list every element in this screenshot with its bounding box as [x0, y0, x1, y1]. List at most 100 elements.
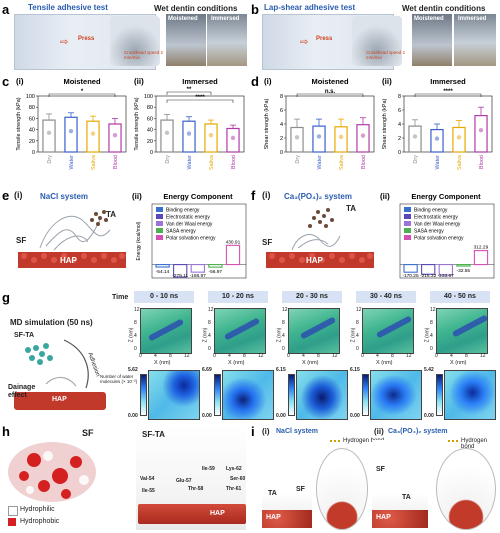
energy-bar — [421, 264, 436, 275]
x-tick-label: 8 — [243, 353, 246, 359]
ta-molecule — [308, 208, 334, 228]
x-tick-label: Saliva — [209, 154, 215, 170]
energy-value-label: 430.91 — [226, 239, 241, 245]
energy-value-label: -279.11 — [172, 273, 188, 279]
y-tick-label: 12 — [208, 307, 214, 313]
panel-f-sf: SF — [262, 238, 273, 247]
bar-dry — [42, 119, 56, 153]
time-window-5-label: 40 - 50 ns — [444, 293, 476, 300]
time-window-4: 30 - 40 ns — [356, 291, 416, 303]
residue-8: Thr-58 — [188, 486, 204, 492]
panel-g-schematic — [14, 339, 106, 410]
bar-blood — [356, 124, 370, 153]
y-tick-label: 60 — [29, 116, 35, 122]
sf-ta-cluster — [25, 343, 53, 365]
x-tick-label: 8 — [391, 353, 394, 359]
residue-1: Ile-59 — [202, 466, 215, 472]
time-window-2: 10 - 20 ns — [208, 291, 268, 303]
significance-label: **** — [443, 89, 453, 95]
bar-icon — [164, 130, 170, 136]
bar-water — [312, 125, 326, 153]
bar-water — [64, 116, 78, 153]
panel-label-g: g — [2, 290, 10, 305]
energy-bar — [403, 264, 418, 273]
y-axis-label: Z (nm) — [350, 327, 357, 343]
panel-b-moistened: Moistened — [414, 16, 444, 22]
energy-bar — [473, 250, 489, 266]
panel-f-hap: HAP — [306, 256, 323, 265]
bar-icon — [68, 128, 74, 134]
x-tick-label: 4 — [154, 353, 157, 359]
y-tick-label: 0 — [280, 150, 283, 156]
legend-swatch — [156, 235, 163, 240]
panel-i-left-hap-label: HAP — [266, 514, 281, 521]
panel-i-right-hap — [372, 510, 428, 528]
panel-i-left-sf: SF — [296, 486, 305, 493]
chart-c-ii: (ii) Immersed 0 20 40 60 80 100 Tensile strength… — [134, 77, 245, 170]
y-tick-label: 0 — [134, 346, 137, 352]
panel-f-ta: TA — [346, 204, 357, 213]
x-axis-label: X (nm) — [450, 360, 467, 366]
significance-bracket — [296, 93, 364, 97]
legend-label: Polar solvation energy — [414, 236, 464, 242]
energy-bar — [173, 264, 188, 278]
y-tick-label: 4 — [430, 333, 433, 339]
energy-value-label: 312.29 — [474, 245, 489, 251]
significance-bracket — [414, 93, 482, 97]
panel-a-wet: Wet dentin conditions — [154, 4, 238, 13]
colorbar-2 — [214, 374, 221, 416]
hap-slab — [14, 392, 106, 410]
panel-b-instrument — [352, 16, 402, 66]
y-tick-label: 20 — [29, 139, 35, 145]
time-window-3-label: 20 - 30 ns — [296, 293, 328, 300]
x-tick-label: Dry — [47, 155, 53, 164]
panel-a-imm-photo — [207, 14, 247, 66]
bar-blood — [108, 123, 122, 153]
bar-icon — [230, 135, 236, 141]
panel-b-title: Lap-shear adhesive test — [264, 3, 356, 12]
roman-label: (ii) — [382, 77, 392, 86]
time-window-5: 40 - 50 ns — [430, 291, 490, 303]
bar-saliva — [204, 123, 218, 153]
bar-icon — [360, 133, 366, 138]
panel-i-right-sf: SF — [376, 466, 385, 473]
bar-dry — [290, 126, 304, 153]
bar-water — [182, 120, 196, 153]
plot-frame — [155, 95, 245, 153]
legend-swatch — [156, 228, 163, 233]
bar-icon — [294, 135, 300, 140]
energy-value-label: -233.67 — [438, 273, 455, 279]
y-tick-label: 0 — [430, 346, 433, 352]
y-tick-label: 4 — [282, 333, 285, 339]
y-axis-label: Z (nm) — [276, 327, 283, 343]
time-window-1-label: 0 - 10 ns — [149, 293, 178, 300]
y-tick-label: 8 — [134, 320, 137, 326]
residue-5: Ser-60 — [230, 476, 246, 482]
legend-label: Electrostatic energy — [414, 215, 458, 221]
y-tick-label: 8 — [398, 94, 401, 100]
roman-label: (ii) — [134, 77, 144, 86]
significance-bracket — [166, 91, 212, 95]
hydrophobic-swatch — [8, 518, 16, 526]
significance-label: * — [81, 89, 84, 95]
panel-f-system: Ca₃(PO₄)₂ system — [284, 192, 352, 201]
roman-label: (ii) — [132, 192, 142, 201]
y-tick-label: 4 — [208, 333, 211, 339]
colorbar-4 — [362, 374, 369, 416]
x-tick-label: Saliva — [339, 154, 345, 170]
panel-e-molecule — [18, 210, 126, 268]
density-map-top-2 — [214, 308, 266, 354]
energy-value-label: -168.97 — [190, 273, 207, 279]
colorbar-max: 6.15 — [350, 367, 360, 373]
bar-water — [430, 128, 444, 153]
hydrophilic-patches — [26, 451, 89, 494]
hap-atoms — [269, 253, 373, 263]
colorbar-max: 6.69 — [202, 367, 212, 373]
density-map-top-3 — [288, 308, 340, 354]
y-tick-label: 12 — [134, 307, 140, 313]
y-tick-label: 0 — [208, 346, 211, 352]
panel-h-surface — [8, 442, 96, 502]
chart-e-ii: (ii) Energy Component Energy (kcal/mol) Bin… — [132, 192, 247, 279]
residue-2: Lys-62 — [226, 466, 242, 472]
y-tick-label: 8 — [356, 320, 359, 326]
